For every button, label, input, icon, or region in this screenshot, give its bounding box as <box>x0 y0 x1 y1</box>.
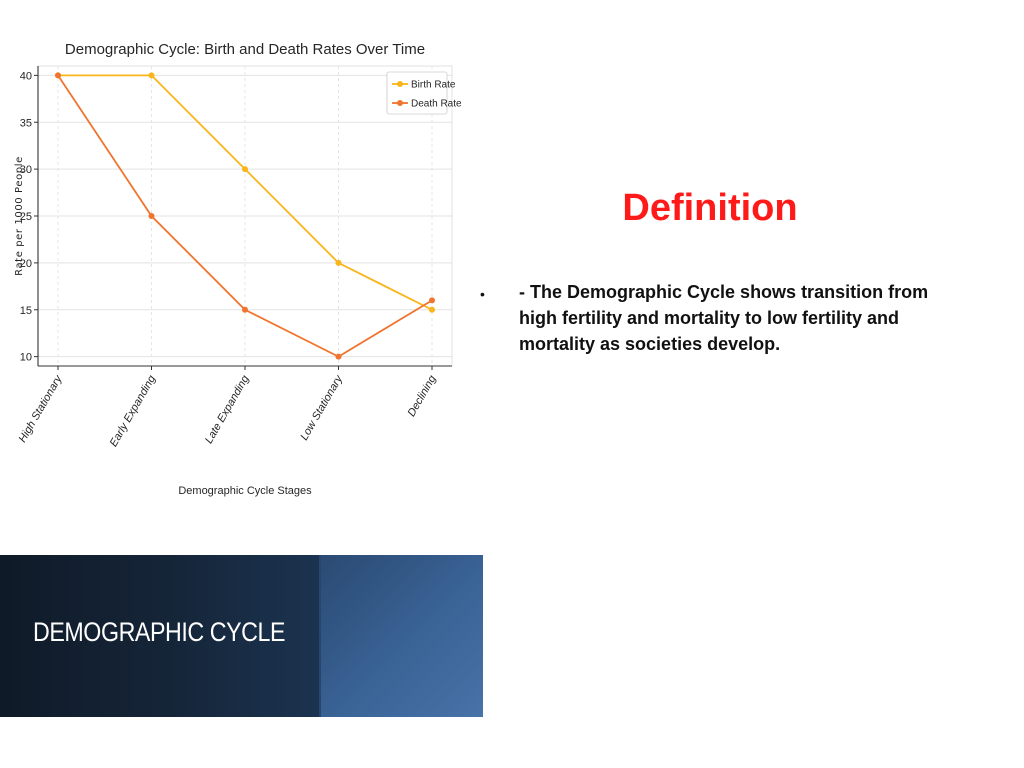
data-point-birth-rate <box>335 259 342 266</box>
data-point-death-rate <box>429 297 435 304</box>
definition-heading: Definition <box>622 187 798 229</box>
legend-marker-birth-rate <box>397 81 403 87</box>
bullet-icon: • <box>480 286 485 302</box>
data-point-birth-rate <box>148 72 155 79</box>
x-axis-label: Demographic Cycle Stages <box>178 485 312 497</box>
x-tick-label: Declining <box>406 373 439 419</box>
x-tick-label: Low Stationary <box>298 372 346 442</box>
data-point-death-rate <box>242 306 248 313</box>
legend-marker-death-rate <box>397 100 403 106</box>
y-tick-label: 15 <box>20 305 32 317</box>
banner-accent-panel <box>321 555 483 717</box>
x-tick-label: Late Expanding <box>203 373 252 446</box>
chart-title: Demographic Cycle: Birth and Death Rates… <box>65 41 425 58</box>
banner-title: DEMOGRAPHIC CYCLE <box>33 617 286 647</box>
y-tick-label: 20 <box>20 258 32 270</box>
y-tick-label: 10 <box>20 352 32 364</box>
x-tick-label: High Stationary <box>17 372 66 444</box>
demographic-cycle-chart: Demographic Cycle: Birth and Death Rates… <box>0 28 470 508</box>
legend-label-death-rate: Death Rate <box>411 99 462 110</box>
data-point-death-rate <box>335 353 342 360</box>
y-tick-label: 40 <box>20 70 32 82</box>
definition-text: - The Demographic Cycle shows transition… <box>519 282 929 354</box>
data-point-death-rate <box>55 72 61 79</box>
y-tick-label: 30 <box>20 164 32 176</box>
legend-label-birth-rate: Birth Rate <box>411 80 456 91</box>
chart-legend: Birth Rate Death Rate <box>386 71 462 115</box>
title-banner: DEMOGRAPHIC CYCLE <box>0 555 483 717</box>
data-point-death-rate <box>148 213 155 219</box>
y-tick-label: 25 <box>20 211 32 223</box>
data-point-birth-rate <box>242 166 248 173</box>
data-point-birth-rate <box>429 306 435 313</box>
chart-svg: Demographic Cycle: Birth and Death Rates… <box>14 41 462 497</box>
y-tick-label: 35 <box>20 117 32 129</box>
y-axis-label: Rate per 1000 People <box>14 156 25 276</box>
x-tick-label: Early Expanding <box>108 373 159 449</box>
